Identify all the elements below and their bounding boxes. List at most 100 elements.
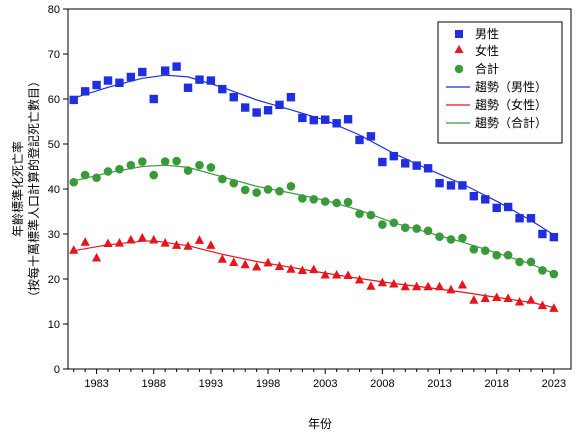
marker-total xyxy=(446,235,456,244)
marker-male xyxy=(103,76,113,85)
y-axis-title: 年齡標準化死亡率 （按每十萬標準人口計算的登記死亡數目） xyxy=(10,75,41,303)
x-tick-label: 2003 xyxy=(313,378,337,390)
data-markers xyxy=(69,62,559,312)
marker-total xyxy=(469,245,479,254)
legend-label-female: 女性 xyxy=(475,43,499,58)
marker-male xyxy=(206,76,216,85)
marker-male xyxy=(515,214,524,223)
marker-male xyxy=(138,67,147,77)
marker-female xyxy=(320,269,330,279)
marker-female xyxy=(503,293,513,302)
marker-male xyxy=(92,80,101,90)
marker-female xyxy=(492,292,502,302)
marker-female xyxy=(400,281,410,291)
marker-female xyxy=(160,238,170,247)
marker-male xyxy=(549,232,559,242)
marker-female xyxy=(354,274,365,284)
marker-male xyxy=(160,66,170,75)
trend-line-female xyxy=(73,240,555,308)
marker-total xyxy=(549,269,559,279)
marker-total xyxy=(138,157,147,166)
marker-female xyxy=(286,264,296,273)
marker-total xyxy=(115,164,124,174)
marker-female xyxy=(469,295,479,304)
marker-total xyxy=(172,156,181,166)
marker-total xyxy=(218,174,227,184)
marker-total xyxy=(378,220,387,229)
marker-male xyxy=(423,164,433,173)
marker-female xyxy=(389,278,399,288)
marker-female xyxy=(434,281,445,291)
legend-label-total: 合計 xyxy=(475,61,499,76)
marker-total xyxy=(515,257,524,267)
marker-male xyxy=(218,84,227,94)
y-tick-label: 50 xyxy=(48,139,60,151)
marker-total xyxy=(492,250,501,260)
marker-female xyxy=(514,296,525,306)
marker-total xyxy=(400,223,410,232)
marker-total xyxy=(92,173,101,183)
marker-total xyxy=(480,246,490,255)
trend-lines xyxy=(73,74,555,308)
marker-total xyxy=(332,198,341,208)
marker-female xyxy=(126,234,136,244)
marker-total xyxy=(298,194,307,203)
marker-total xyxy=(252,188,261,197)
x-tick-label: 1983 xyxy=(84,378,108,390)
marker-female xyxy=(366,281,376,290)
y-axis-title-line1: 年齡標準化死亡率 xyxy=(10,141,25,237)
marker-female xyxy=(274,261,285,270)
marker-male xyxy=(492,203,501,213)
x-tick-label: 1993 xyxy=(199,378,223,390)
marker-total xyxy=(320,197,330,206)
marker-total xyxy=(183,166,193,175)
marker-male xyxy=(126,72,136,82)
marker-male xyxy=(458,181,467,190)
marker-male xyxy=(69,95,78,105)
y-tick-label: 60 xyxy=(48,94,60,106)
marker-male xyxy=(309,115,318,125)
marker-female xyxy=(537,300,548,310)
marker-male xyxy=(446,181,456,190)
marker-total xyxy=(366,210,376,220)
marker-male xyxy=(389,151,399,161)
marker-male xyxy=(172,62,181,71)
marker-female xyxy=(297,265,307,275)
marker-total xyxy=(149,170,159,180)
marker-male xyxy=(275,100,284,110)
y-tick-label: 40 xyxy=(48,184,60,196)
marker-male xyxy=(80,87,90,96)
marker-male xyxy=(503,202,513,212)
marker-female xyxy=(252,261,262,271)
marker-female xyxy=(114,238,125,247)
legend-label-trend-total: 趨勢（合計） xyxy=(475,115,547,130)
legend-label-trend-male: 趨勢（男性） xyxy=(475,79,547,94)
marker-male xyxy=(263,106,273,115)
marker-female xyxy=(91,252,102,262)
marker-female xyxy=(69,245,79,254)
marker-total xyxy=(263,185,273,194)
marker-male xyxy=(332,119,341,128)
marker-total xyxy=(458,233,467,243)
legend-marker-male xyxy=(455,30,463,38)
x-tick-label: 2023 xyxy=(542,378,566,390)
marker-female xyxy=(377,277,387,287)
marker-female xyxy=(343,270,353,279)
marker-male xyxy=(149,94,158,104)
marker-male xyxy=(321,115,330,124)
y-axis-title-line2: （按每十萬標準人口計算的登記死亡數目） xyxy=(26,75,41,303)
marker-female xyxy=(194,235,205,244)
marker-total xyxy=(526,257,536,267)
marker-total xyxy=(160,157,170,166)
marker-male xyxy=(343,115,353,124)
marker-male xyxy=(366,132,376,141)
marker-female xyxy=(172,240,182,249)
marker-male xyxy=(183,83,193,92)
marker-male xyxy=(355,135,364,145)
marker-female xyxy=(229,257,239,266)
marker-male xyxy=(378,157,387,167)
marker-female xyxy=(412,281,422,291)
marker-male xyxy=(195,75,204,84)
marker-total xyxy=(412,224,421,233)
marker-female xyxy=(149,234,159,244)
